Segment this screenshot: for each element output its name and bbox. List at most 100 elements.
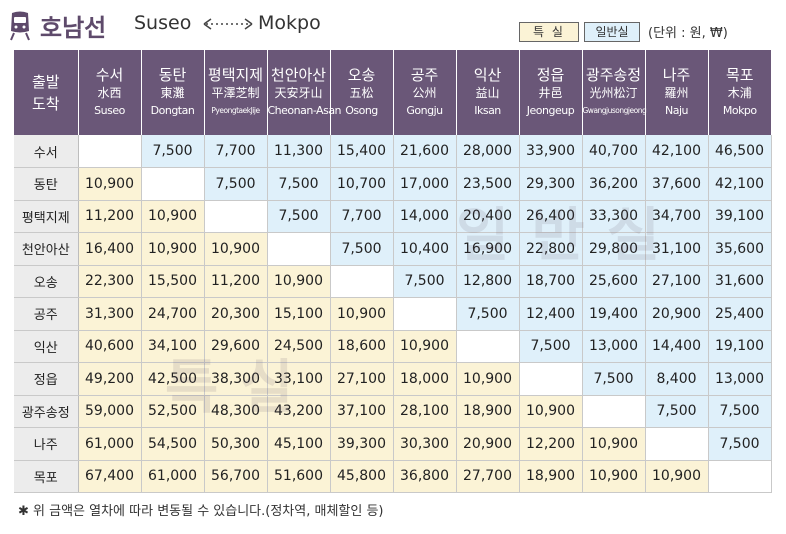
station-name-hanja: 天安牙山 [274, 86, 323, 100]
fare-cell-general: 33,300 [582, 200, 646, 233]
station-name-ko: 익산 [473, 66, 502, 84]
header: 호남선 Suseo Mokpo 특 실 일반실 (단위 : 원, ₩) [0, 0, 786, 48]
fare-cell-special: 24,500 [267, 330, 331, 363]
fare-cell-general: 7,500 [582, 362, 646, 396]
station-name-hanja: 東灘 [160, 86, 185, 100]
fare-cell-general: 21,600 [393, 135, 457, 168]
station-name-ko: 동탄 [158, 66, 187, 84]
station-name-en: Dongtan [150, 104, 195, 117]
fare-cell-general: 36,200 [582, 167, 646, 201]
empty-cell [708, 460, 772, 493]
corner-cell: 출발 도착 [14, 50, 79, 135]
fare-cell-general: 39,100 [708, 200, 772, 233]
empty-cell [204, 200, 268, 233]
empty-cell [267, 232, 331, 266]
fare-cell-general: 12,800 [456, 265, 520, 298]
fare-cell-general: 19,100 [708, 330, 772, 363]
fare-cell-special: 10,900 [204, 232, 268, 266]
fare-cell-special: 11,200 [204, 265, 268, 298]
fare-cell-general: 31,600 [708, 265, 772, 298]
station-name-hanja: 羅州 [664, 86, 689, 100]
fare-cell-special: 59,000 [78, 395, 142, 428]
fare-cell-general: 8,400 [645, 362, 709, 396]
fare-cell-special: 10,900 [582, 427, 646, 461]
fare-cell-special: 45,100 [267, 427, 331, 461]
fare-cell-general: 37,600 [645, 167, 709, 201]
column-header-station: 오송 五松 Osong [330, 50, 394, 135]
column-header-station: 천안아산 天安牙山 Cheonan-Asan [267, 50, 342, 135]
fare-cell-special: 20,300 [204, 297, 268, 331]
column-header-station: 목포 木浦 Mokpo [708, 50, 771, 135]
unit-note: (단위 : 원, ₩) [648, 26, 728, 41]
station-name-ko: 수서 [95, 66, 124, 84]
station-name-ko: 평택지제 [207, 66, 264, 84]
fare-cell-general: 28,000 [456, 135, 520, 168]
fare-cell-special: 49,200 [78, 362, 142, 396]
station-name-ko: 오송 [347, 66, 376, 84]
station-name-hanja: 平澤芝制 [211, 86, 260, 100]
table-row: 수서 7,500 7,700 11,300 15,400 21,600 28,000 33,9… [14, 135, 772, 168]
row-header-station: 평택지제 [14, 200, 79, 233]
footnote: ✱ 위 금액은 열차에 따라 변동될 수 있습니다.(정차역, 매체할인 등) [18, 504, 384, 519]
row-header-station: 수서 [14, 135, 79, 168]
empty-cell [393, 297, 457, 331]
column-header-station: 평택지제 平澤芝制 PyeongtaekJije [204, 50, 268, 135]
fare-cell-general: 7,500 [393, 265, 457, 298]
empty-cell [141, 167, 205, 201]
fare-cell-general: 40,700 [582, 135, 646, 168]
fare-cell-general: 34,700 [645, 200, 709, 233]
fare-cell-special: 27,700 [456, 460, 520, 493]
fare-cell-general: 16,900 [456, 232, 520, 266]
fare-cell-general: 14,400 [645, 330, 709, 363]
fare-cell-special: 45,800 [330, 460, 394, 493]
fare-cell-general: 7,500 [456, 297, 520, 331]
fare-cell-general: 29,800 [582, 232, 646, 266]
fare-cell-general: 25,400 [708, 297, 772, 331]
fare-cell-special: 10,900 [645, 460, 709, 493]
table-row: 천안아산 16,400 10,900 10,900 7,500 10,400 16,900 2… [14, 232, 772, 266]
station-name-en: Mokpo [722, 104, 757, 117]
fare-cell-general: 23,500 [456, 167, 520, 201]
table-row: 정읍 49,200 42,500 38,300 33,100 27,100 18,000 10… [14, 362, 772, 396]
fare-cell-general: 7,500 [204, 167, 268, 201]
fare-cell-special: 18,600 [330, 330, 394, 363]
empty-cell [645, 427, 709, 461]
fare-cell-general: 13,000 [708, 362, 772, 396]
fare-cell-general: 7,500 [708, 427, 772, 461]
fare-cell-special: 52,500 [141, 395, 205, 428]
fare-cell-special: 10,900 [141, 200, 205, 233]
table-row: 동탄 10,900 7,500 7,500 10,700 17,000 23,500 29,3… [14, 167, 772, 201]
fare-cell-general: 20,400 [456, 200, 520, 233]
fare-cell-special: 50,300 [204, 427, 268, 461]
fare-cell-special: 18,900 [519, 460, 583, 493]
fare-cell-special: 51,600 [267, 460, 331, 493]
fare-cell-general: 20,900 [645, 297, 709, 331]
column-header-station: 동탄 東灘 Dongtan [141, 50, 205, 135]
legend-special-class: 특 실 [519, 22, 579, 42]
empty-cell [78, 135, 142, 168]
fare-table-container: 출발 도착 수서 水西 Suseo 동탄 東灘 Dongtan 평택지제 平澤芝制 Pyeong… [14, 50, 772, 493]
column-header-station: 나주 羅州 Naju [645, 50, 709, 135]
fare-cell-special: 10,900 [141, 232, 205, 266]
fare-cell-special: 31,300 [78, 297, 142, 331]
fare-cell-special: 22,300 [78, 265, 142, 298]
station-name-hanja: 井邑 [538, 86, 563, 100]
fare-cell-special: 10,900 [456, 362, 520, 396]
table-row: 평택지제 11,200 10,900 7,500 7,700 14,000 20,400 26… [14, 200, 772, 233]
station-name-en: PyeongtaekJije [211, 106, 260, 115]
fare-cell-general: 25,600 [582, 265, 646, 298]
station-name-en: Osong [345, 104, 378, 117]
fare-cell-special: 34,100 [141, 330, 205, 363]
fare-cell-general: 42,100 [645, 135, 709, 168]
row-header-station: 공주 [14, 297, 79, 331]
header-row: 출발 도착 수서 水西 Suseo 동탄 東灘 Dongtan 평택지제 平澤芝制 Pyeong… [14, 50, 771, 135]
fare-cell-general: 14,000 [393, 200, 457, 233]
station-name-hanja: 五松 [349, 86, 374, 100]
route-destination: Mokpo [258, 12, 321, 34]
fare-cell-general: 13,000 [582, 330, 646, 363]
fare-cell-general: 46,500 [708, 135, 772, 168]
row-header-station: 목포 [14, 460, 79, 493]
corner-departure: 출발 [31, 72, 60, 91]
fare-cell-special: 27,100 [330, 362, 394, 396]
fare-cell-general: 10,700 [330, 167, 394, 201]
